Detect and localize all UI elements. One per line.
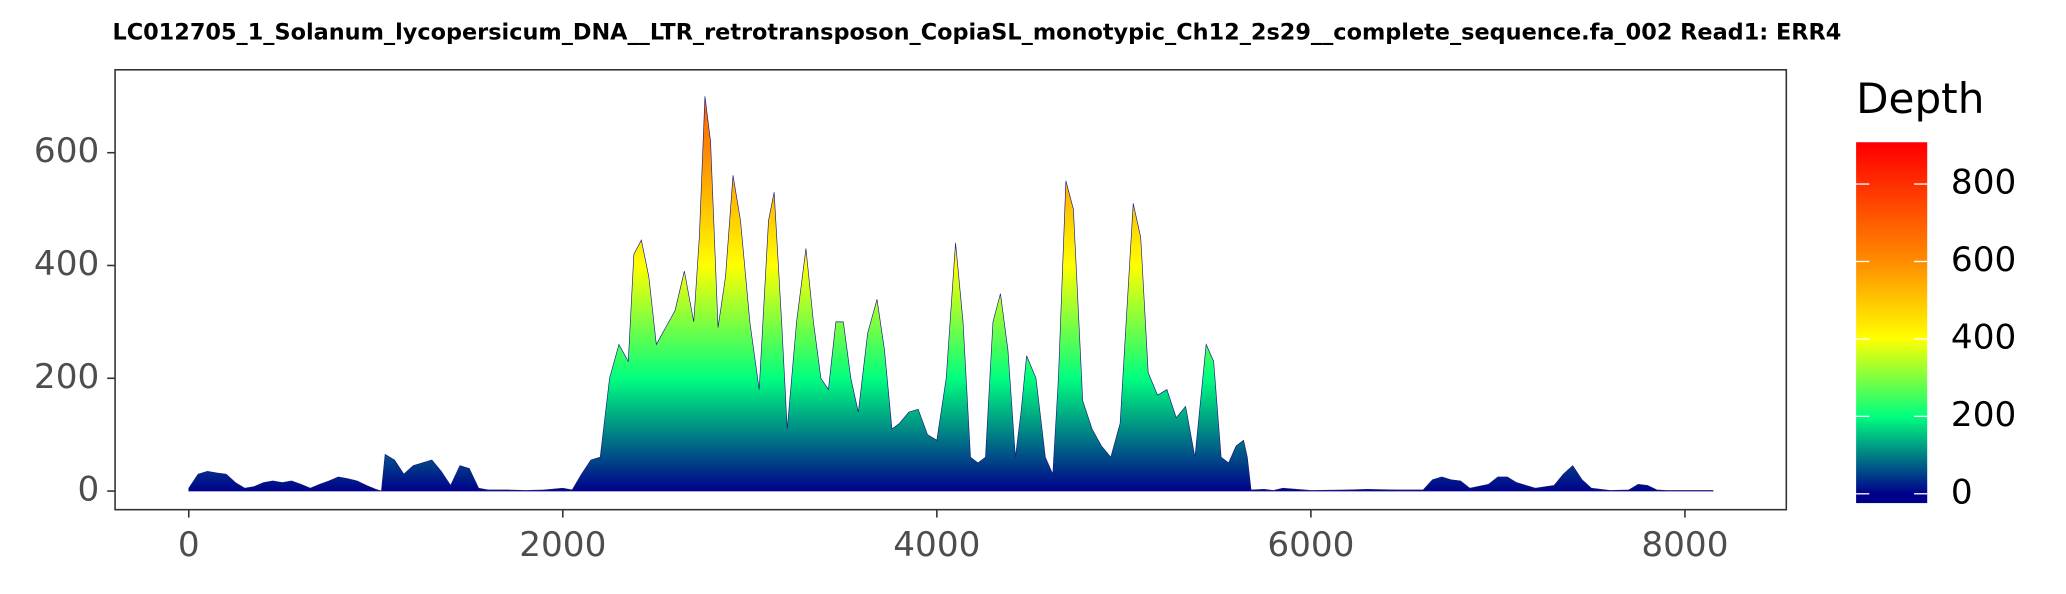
- x-tick-label: 6000: [1267, 525, 1354, 565]
- colorbar-label: 200: [1951, 395, 2016, 435]
- chart-title: LC012705_1_Solanum_lycopersicum_DNA__LTR…: [112, 19, 1841, 45]
- x-tick-label: 4000: [893, 525, 980, 565]
- y-tick-label: 0: [77, 470, 99, 510]
- x-tick-label: 0: [178, 525, 200, 565]
- y-tick-label: 400: [34, 244, 99, 284]
- x-tick-label: 8000: [1641, 525, 1728, 565]
- panel-border: [114, 69, 1788, 511]
- y-tick-label: 200: [34, 357, 99, 397]
- colorbar-label: 800: [1951, 163, 2016, 203]
- colorbar-label: 0: [1951, 472, 1973, 512]
- coverage-area: [188, 96, 1714, 492]
- y-tick-label: 600: [34, 131, 99, 171]
- colorbar-label: 600: [1951, 240, 2016, 280]
- colorbar-label: 400: [1951, 317, 2016, 357]
- legend-title: Depth: [1856, 74, 1984, 123]
- colorbar: [1856, 142, 1928, 504]
- x-tick-label: 2000: [519, 525, 606, 565]
